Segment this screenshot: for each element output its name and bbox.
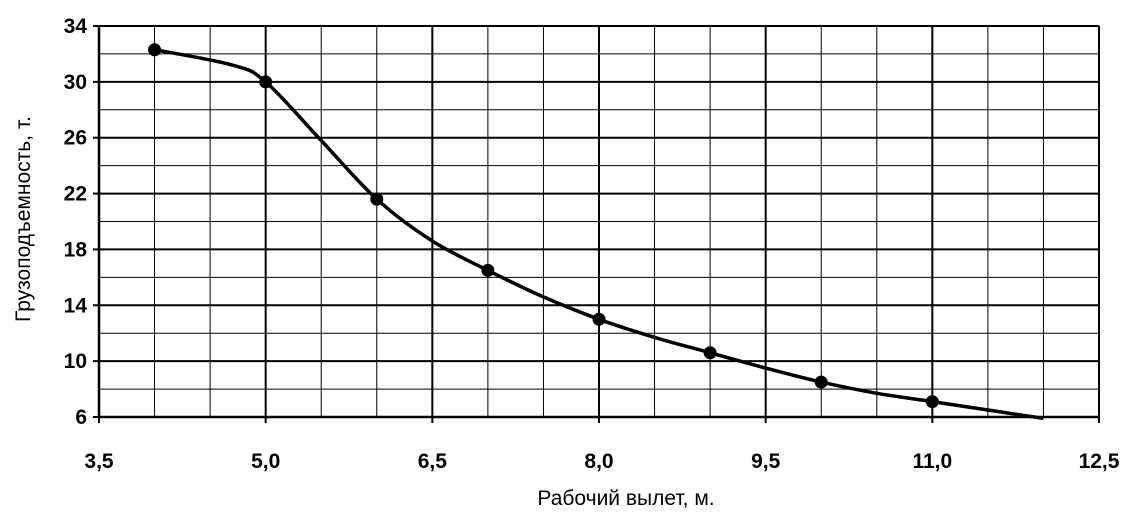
x-tick-label: 8,0 (584, 450, 613, 473)
data-point (370, 193, 383, 206)
data-point (704, 346, 717, 359)
y-tick-label: 34 (64, 15, 88, 38)
data-point (481, 264, 494, 277)
data-point (593, 313, 606, 326)
data-point (259, 75, 272, 88)
x-tick-labels: 3,5 5,0 6,5 8,0 9,5 11,0 12,5 (84, 450, 1119, 473)
data-point (815, 376, 828, 389)
x-tick-label: 12,5 (1079, 450, 1120, 473)
y-tick-label: 10 (64, 350, 87, 373)
y-axis-title: Грузоподъемность, т. (12, 116, 35, 322)
x-tick-label: 3,5 (84, 450, 114, 473)
y-tick-labels: 6 10 14 18 22 26 30 34 (64, 15, 88, 429)
x-tick-label: 5,0 (251, 450, 280, 473)
axes (93, 26, 1099, 423)
y-tick-label: 6 (75, 406, 87, 429)
data-point (926, 395, 939, 408)
x-axis-title: Рабочий вылет, м. (537, 487, 714, 510)
x-tick-label: 11,0 (912, 450, 952, 473)
data-point (148, 43, 161, 56)
y-tick-label: 30 (64, 71, 87, 94)
y-tick-label: 18 (64, 238, 88, 261)
y-tick-label: 22 (64, 183, 87, 206)
y-tick-label: 26 (64, 127, 87, 150)
y-tick-label: 14 (64, 294, 88, 317)
x-tick-label: 9,5 (751, 450, 781, 473)
x-tick-label: 6,5 (418, 450, 448, 473)
